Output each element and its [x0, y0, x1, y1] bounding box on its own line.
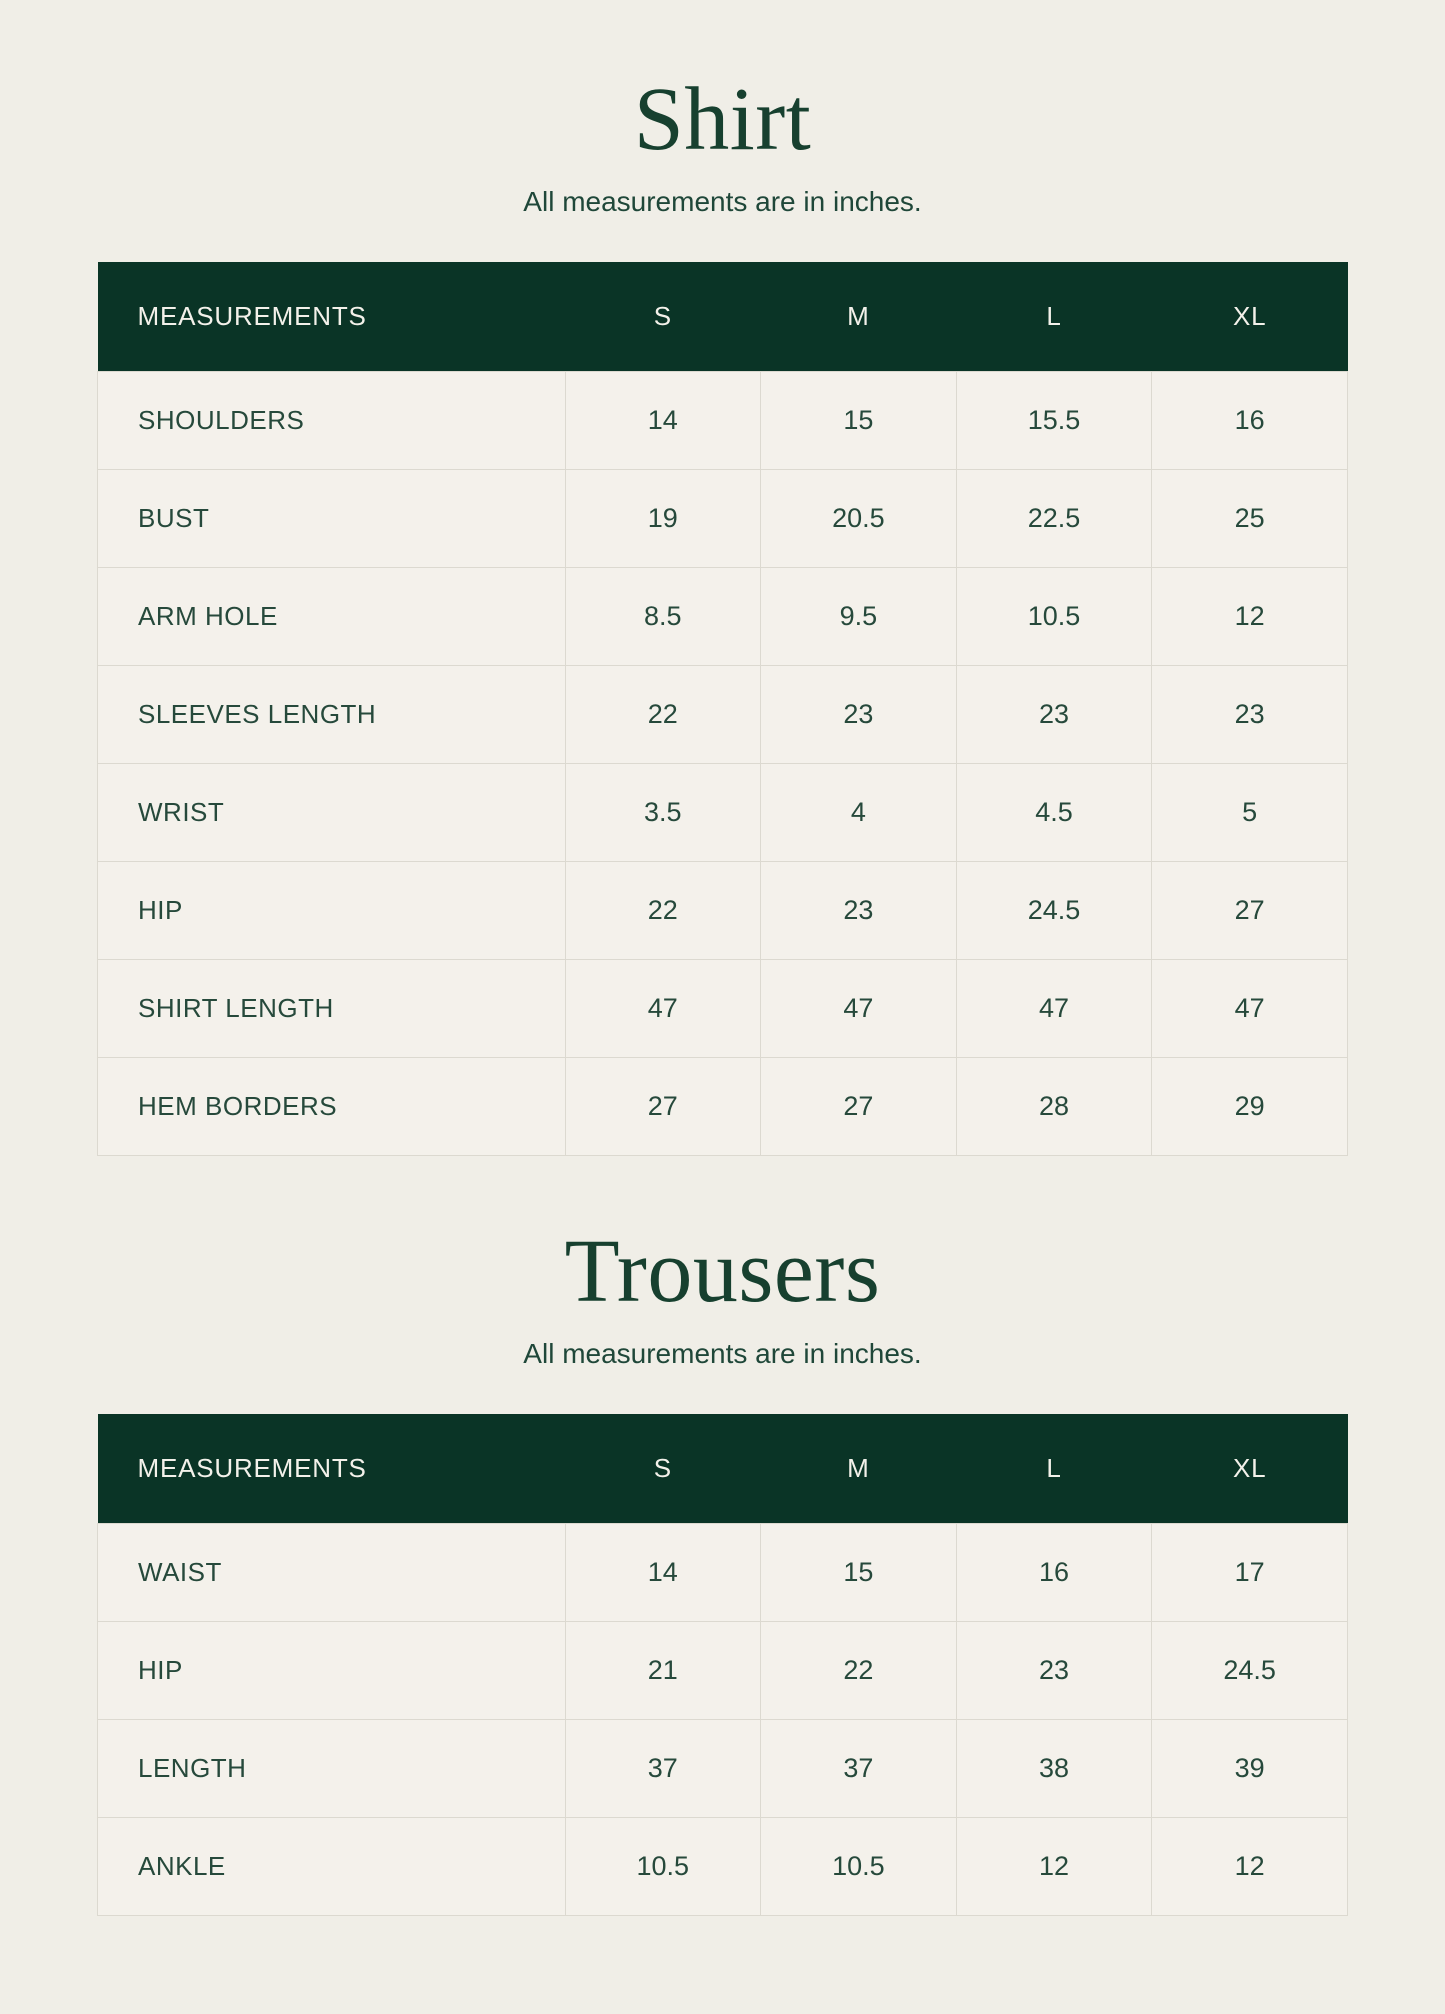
cell-value: 25 — [1151, 468, 1348, 568]
table-row: ARM HOLE 8.5 9.5 10.5 12 — [97, 566, 1348, 666]
column-header-l: L — [956, 1413, 1152, 1524]
shirt-size-table: MEASUREMENTS S M L XL SHOULDERS 14 15 15.5 1… — [97, 261, 1348, 1156]
cell-value: 23 — [955, 664, 1153, 764]
cell-value: 10.5 — [955, 566, 1153, 666]
cell-value: 28 — [955, 1056, 1153, 1156]
cell-value: 22 — [564, 664, 762, 764]
cell-value: 27 — [1151, 860, 1348, 960]
table-row: LENGTH 37 37 38 39 — [97, 1718, 1348, 1818]
table-row: WRIST 3.5 4 4.5 5 — [97, 762, 1348, 862]
cell-value: 24.5 — [955, 860, 1153, 960]
cell-value: 9.5 — [760, 566, 957, 666]
table-header-row: MEASUREMENTS S M L XL — [97, 261, 1348, 372]
cell-value: 8.5 — [564, 566, 762, 666]
cell-value: 23 — [760, 664, 957, 764]
cell-value: 29 — [1151, 1056, 1348, 1156]
cell-value: 22 — [564, 860, 762, 960]
table-header-row: MEASUREMENTS S M L XL — [97, 1413, 1348, 1524]
table-row: HIP 22 23 24.5 27 — [97, 860, 1348, 960]
column-header-measurements: MEASUREMENTS — [97, 261, 565, 372]
shirt-size-section: Shirt All measurements are in inches. ME… — [97, 70, 1348, 1156]
cell-value: 27 — [760, 1056, 957, 1156]
table-row: HEM BORDERS 27 27 28 29 — [97, 1056, 1348, 1156]
cell-value: 5 — [1151, 762, 1348, 862]
table-row: WAIST 14 15 16 17 — [97, 1522, 1348, 1622]
cell-value: 47 — [760, 958, 957, 1058]
cell-value: 17 — [1151, 1522, 1348, 1622]
cell-value: 23 — [1151, 664, 1348, 764]
cell-value: 15 — [760, 370, 957, 470]
table-row: SHOULDERS 14 15 15.5 16 — [97, 370, 1348, 470]
trousers-size-section: Trousers All measurements are in inches.… — [97, 1222, 1348, 1916]
cell-value: 38 — [955, 1718, 1153, 1818]
row-label: HIP — [97, 860, 566, 960]
cell-value: 23 — [760, 860, 957, 960]
row-label: HIP — [97, 1620, 566, 1720]
row-label: SLEEVES LENGTH — [97, 664, 566, 764]
cell-value: 47 — [1151, 958, 1348, 1058]
column-header-s: S — [565, 261, 761, 372]
cell-value: 22.5 — [955, 468, 1153, 568]
cell-value: 14 — [564, 1522, 762, 1622]
table-row: SHIRT LENGTH 47 47 47 47 — [97, 958, 1348, 1058]
cell-value: 16 — [1151, 370, 1348, 470]
column-header-m: M — [760, 1413, 957, 1524]
row-label: WAIST — [97, 1522, 566, 1622]
cell-value: 12 — [955, 1816, 1153, 1916]
row-label: ANKLE — [97, 1816, 566, 1916]
table-row: BUST 19 20.5 22.5 25 — [97, 468, 1348, 568]
cell-value: 39 — [1151, 1718, 1348, 1818]
cell-value: 37 — [760, 1718, 957, 1818]
cell-value: 15.5 — [955, 370, 1153, 470]
column-header-s: S — [565, 1413, 761, 1524]
column-header-xl: XL — [1151, 261, 1348, 372]
row-label: WRIST — [97, 762, 566, 862]
cell-value: 3.5 — [564, 762, 762, 862]
table-row: HIP 21 22 23 24.5 — [97, 1620, 1348, 1720]
cell-value: 4.5 — [955, 762, 1153, 862]
section-subtitle-trousers: All measurements are in inches. — [523, 1337, 922, 1369]
cell-value: 19 — [564, 468, 762, 568]
row-label: SHOULDERS — [97, 370, 566, 470]
row-label: SHIRT LENGTH — [97, 958, 566, 1058]
cell-value: 16 — [955, 1522, 1153, 1622]
cell-value: 47 — [564, 958, 762, 1058]
cell-value: 47 — [955, 958, 1153, 1058]
column-header-m: M — [760, 261, 957, 372]
section-subtitle-shirt: All measurements are in inches. — [523, 185, 922, 217]
row-label: ARM HOLE — [97, 566, 566, 666]
cell-value: 23 — [955, 1620, 1153, 1720]
cell-value: 12 — [1151, 566, 1348, 666]
section-title-trousers: Trousers — [564, 1221, 881, 1321]
table-row: SLEEVES LENGTH 22 23 23 23 — [97, 664, 1348, 764]
column-header-measurements: MEASUREMENTS — [97, 1413, 565, 1524]
column-header-xl: XL — [1151, 1413, 1348, 1524]
cell-value: 15 — [760, 1522, 957, 1622]
cell-value: 10.5 — [760, 1816, 957, 1916]
cell-value: 14 — [564, 370, 762, 470]
cell-value: 22 — [760, 1620, 957, 1720]
cell-value: 12 — [1151, 1816, 1348, 1916]
cell-value: 20.5 — [760, 468, 957, 568]
row-label: BUST — [97, 468, 566, 568]
row-label: LENGTH — [97, 1718, 566, 1818]
cell-value: 10.5 — [564, 1816, 762, 1916]
cell-value: 24.5 — [1151, 1620, 1348, 1720]
cell-value: 27 — [564, 1056, 762, 1156]
row-label: HEM BORDERS — [97, 1056, 566, 1156]
section-title-shirt: Shirt — [633, 70, 812, 169]
table-row: ANKLE 10.5 10.5 12 12 — [97, 1816, 1348, 1916]
cell-value: 4 — [760, 762, 957, 862]
trousers-size-table: MEASUREMENTS S M L XL WAIST 14 15 16 17 HIP 21… — [97, 1413, 1348, 1916]
cell-value: 37 — [564, 1718, 762, 1818]
column-header-l: L — [956, 261, 1152, 372]
cell-value: 21 — [564, 1620, 762, 1720]
